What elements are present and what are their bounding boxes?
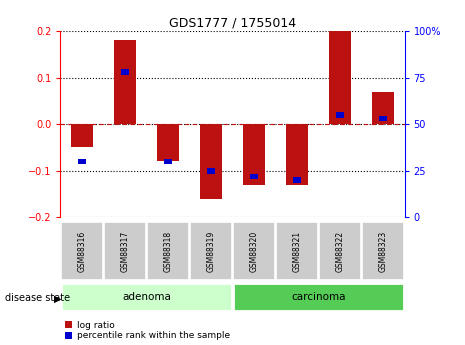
Legend: log ratio, percentile rank within the sample: log ratio, percentile rank within the sa… [65, 321, 230, 341]
Text: GSM88322: GSM88322 [336, 230, 345, 272]
Bar [147, 222, 189, 280]
Bar [61, 222, 103, 280]
Bar [190, 222, 232, 280]
Bar [104, 222, 146, 280]
Text: GSM88321: GSM88321 [292, 230, 301, 272]
Bar [164, 159, 172, 164]
Bar [233, 283, 404, 310]
Bar [372, 91, 394, 124]
Text: ▶: ▶ [53, 294, 61, 303]
Text: GSM88323: GSM88323 [379, 230, 387, 272]
Bar [362, 222, 404, 280]
Text: GSM88318: GSM88318 [164, 230, 173, 272]
Title: GDS1777 / 1755014: GDS1777 / 1755014 [169, 17, 296, 30]
Bar [157, 124, 179, 161]
Bar [61, 283, 232, 310]
Bar [78, 159, 86, 164]
Bar [379, 116, 387, 121]
Bar [276, 222, 318, 280]
Bar [336, 112, 344, 118]
Text: GSM88316: GSM88316 [78, 230, 86, 272]
Text: GSM88319: GSM88319 [206, 230, 215, 272]
Bar [329, 31, 351, 124]
Text: disease state: disease state [5, 294, 70, 303]
Bar [207, 168, 215, 174]
Text: adenoma: adenoma [122, 292, 171, 302]
Bar [200, 124, 222, 199]
Bar [250, 174, 258, 179]
Text: GSM88317: GSM88317 [120, 230, 129, 272]
Bar [286, 124, 308, 185]
Bar [243, 124, 265, 185]
Bar [319, 222, 361, 280]
Bar [71, 124, 93, 148]
Bar [114, 40, 136, 124]
Bar [233, 222, 275, 280]
Bar [121, 69, 129, 75]
Text: carcinoma: carcinoma [291, 292, 346, 302]
Text: GSM88320: GSM88320 [250, 230, 259, 272]
Bar [293, 177, 301, 183]
